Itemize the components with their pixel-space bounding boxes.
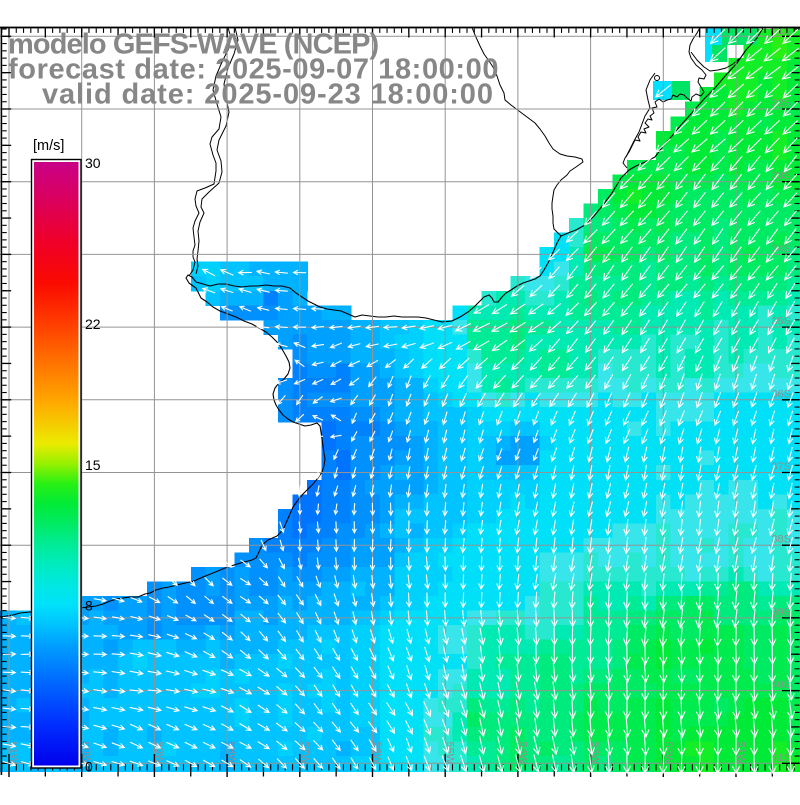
svg-text:57W: 57W xyxy=(298,742,310,765)
svg-text:35S: 35S xyxy=(771,316,791,328)
svg-text:34S: 34S xyxy=(771,243,791,255)
svg-text:55W: 55W xyxy=(444,742,456,765)
svg-text:59W: 59W xyxy=(153,742,165,765)
svg-text:0: 0 xyxy=(85,759,93,775)
svg-text:54W: 54W xyxy=(516,742,528,765)
svg-text:modelo GEFS-WAVE (NCEP): modelo GEFS-WAVE (NCEP) xyxy=(8,29,379,61)
svg-text:15: 15 xyxy=(85,457,101,473)
svg-text:52W: 52W xyxy=(662,742,674,765)
svg-text:58W: 58W xyxy=(226,742,238,765)
svg-text:51W: 51W xyxy=(735,742,747,765)
svg-text:37S: 37S xyxy=(771,461,791,473)
svg-text:valid date: 2025-09-23 18:00:0: valid date: 2025-09-23 18:00:00 xyxy=(42,79,494,111)
svg-text:41S: 41S xyxy=(771,752,791,764)
svg-text:36S: 36S xyxy=(771,388,791,400)
svg-text:32S: 32S xyxy=(771,98,791,110)
svg-text:forecast date: 2025-09-07 18:0: forecast date: 2025-09-07 18:00:00 xyxy=(8,54,499,86)
svg-text:8: 8 xyxy=(85,598,93,614)
svg-text:40S: 40S xyxy=(771,679,791,691)
svg-text:60W: 60W xyxy=(80,742,92,765)
svg-text:[m/s]: [m/s] xyxy=(33,138,64,154)
svg-text:30: 30 xyxy=(85,155,101,171)
svg-text:38S: 38S xyxy=(771,534,791,546)
svg-text:33S: 33S xyxy=(771,170,791,182)
svg-text:22: 22 xyxy=(85,316,101,332)
svg-text:53W: 53W xyxy=(589,742,601,765)
svg-text:39S: 39S xyxy=(771,606,791,618)
